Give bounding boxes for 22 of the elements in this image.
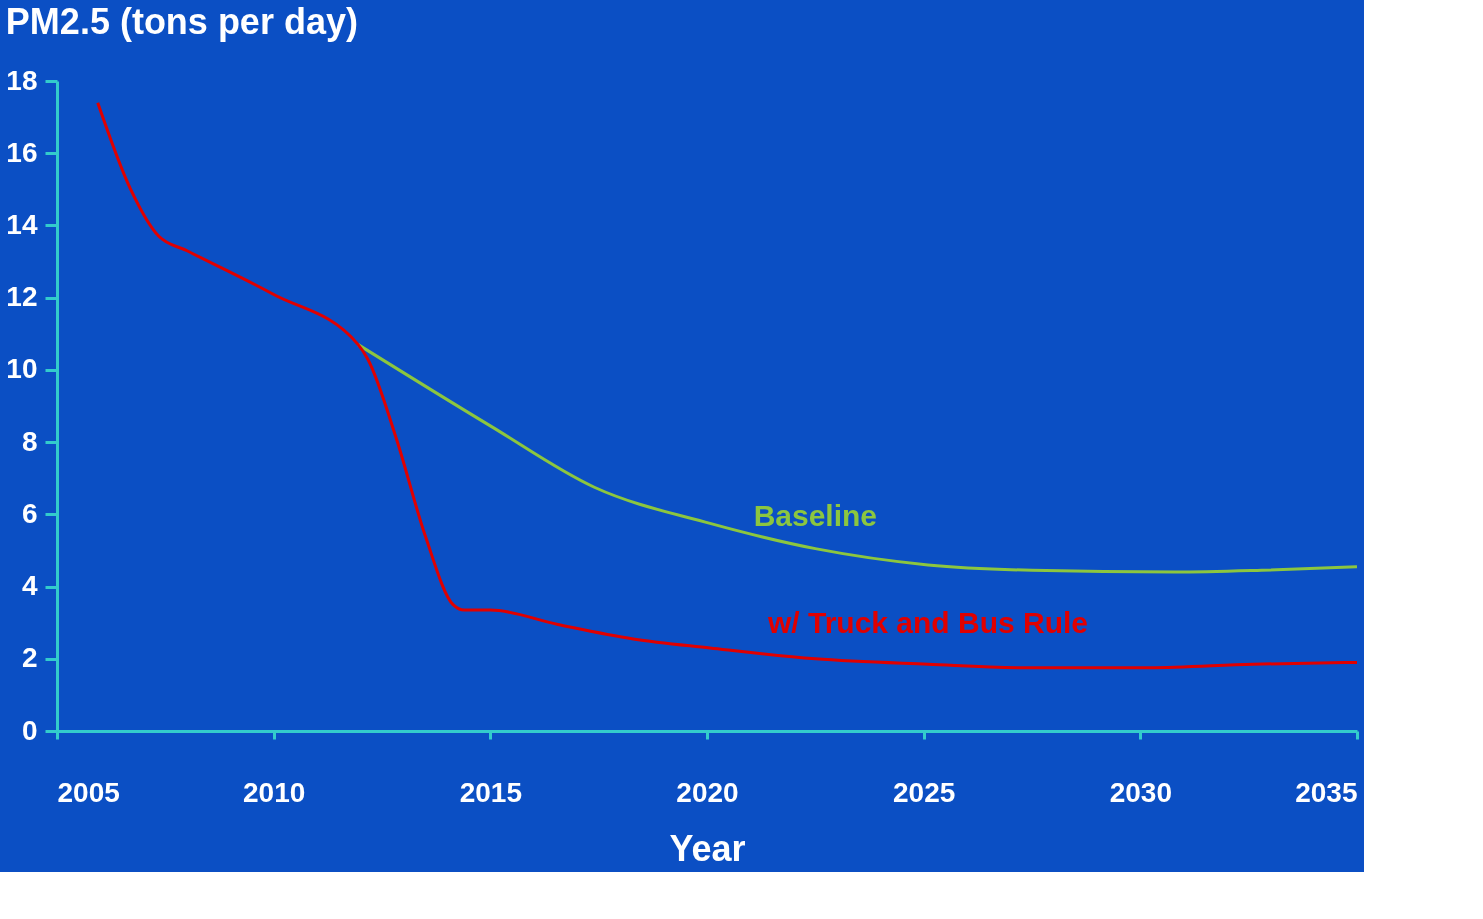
- y-tick-label: 2: [21, 642, 38, 674]
- y-tick-label: 18: [6, 64, 38, 96]
- y-tick-label: 10: [6, 353, 38, 385]
- series-label: Baseline: [753, 498, 878, 532]
- y-tick-label: 4: [21, 570, 38, 602]
- y-tick-label: 14: [6, 208, 38, 240]
- x-tick-label: 2010: [243, 776, 306, 808]
- y-tick-label: 16: [6, 136, 38, 168]
- y-tick-label: 0: [21, 714, 38, 746]
- x-tick-label: 2030: [1109, 776, 1172, 808]
- x-tick-label: 2020: [676, 776, 739, 808]
- x-axis-title: Year: [669, 827, 746, 869]
- chart-title: PM2.5 (tons per day): [5, 1, 358, 42]
- x-tick-label: 2015: [459, 776, 522, 808]
- x-tick-label: 2035: [1295, 776, 1358, 808]
- x-tick-label: 2025: [893, 776, 956, 808]
- y-tick-label: 8: [21, 425, 38, 457]
- x-tick-label: 2005: [57, 776, 120, 808]
- y-tick-label: 6: [21, 497, 38, 529]
- series-label: w/ Truck and Bus Rule: [766, 606, 1089, 640]
- y-tick-label: 12: [6, 281, 38, 313]
- line-series: [96, 101, 1359, 670]
